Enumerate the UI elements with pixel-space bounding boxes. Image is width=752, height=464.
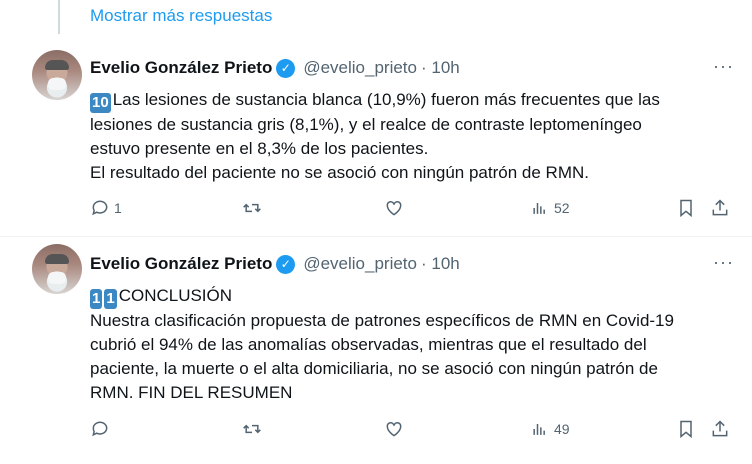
- keycap-emoji: 10: [90, 93, 111, 113]
- thread-line: [58, 0, 60, 34]
- heart-icon: [386, 200, 402, 216]
- tweet-line-text: RMN. FIN DEL RESUMEN: [90, 383, 293, 402]
- keycap-emoji: 1: [90, 289, 103, 309]
- more-options-icon[interactable]: ···: [713, 252, 734, 272]
- tweet-line-text: Las lesiones de sustancia blanca (10,9%)…: [112, 90, 660, 109]
- tweet-actions: 49: [90, 419, 740, 443]
- reply-button[interactable]: 1: [90, 198, 122, 218]
- tweet-line: cubrió el 94% de las anomalías observada…: [90, 333, 740, 357]
- views-chart-icon: [533, 203, 545, 214]
- views-button[interactable]: 52: [530, 198, 570, 218]
- tweet-actions: 1 52: [90, 198, 740, 222]
- keycap-emoji: 1: [104, 289, 117, 309]
- retweet-icon: [243, 424, 261, 434]
- tweet-line-text: cubrió el 94% de las anomalías observada…: [90, 335, 647, 354]
- more-options-icon[interactable]: ···: [713, 56, 734, 76]
- timestamp[interactable]: · 10h: [420, 254, 460, 273]
- tweet-line: 1 1 CONCLUSIÓN: [90, 284, 740, 309]
- views-button[interactable]: 49: [530, 419, 570, 439]
- views-chart-icon: [533, 424, 545, 435]
- bookmark-icon: [680, 420, 692, 439]
- reply-button[interactable]: [90, 419, 114, 439]
- like-button[interactable]: [384, 198, 404, 218]
- like-button[interactable]: [384, 419, 404, 439]
- tweet-line-text: paciente, la muerte o el alta domiciliar…: [90, 359, 658, 378]
- view-count: 49: [554, 421, 570, 437]
- share-icon: [712, 199, 728, 216]
- tweet-line-text: lesiones de sustancia gris (8,1%), y el …: [90, 115, 642, 134]
- retweet-button[interactable]: [242, 419, 262, 439]
- tweet-line: RMN. FIN DEL RESUMEN: [90, 381, 740, 405]
- avatar[interactable]: [32, 50, 82, 100]
- reply-icon: [92, 421, 108, 437]
- share-button[interactable]: [710, 198, 730, 218]
- tweet-header: Evelio González Prieto ✓ @evelio_prieto …: [90, 58, 460, 78]
- view-count: 52: [554, 200, 570, 216]
- author-handle[interactable]: @evelio_prieto: [303, 254, 417, 273]
- author-name[interactable]: Evelio González Prieto: [90, 254, 273, 273]
- verified-badge-icon: ✓: [276, 254, 296, 274]
- divider: [0, 236, 752, 237]
- tweet-line-text: CONCLUSIÓN: [118, 286, 233, 305]
- author-handle[interactable]: @evelio_prieto: [303, 58, 417, 77]
- show-more-replies-link[interactable]: Mostrar más respuestas: [90, 6, 273, 25]
- tweet-header: Evelio González Prieto ✓ @evelio_prieto …: [90, 254, 460, 274]
- retweet-icon: [243, 203, 261, 213]
- bookmark-button[interactable]: [676, 419, 696, 439]
- tweet-line: 10 Las lesiones de sustancia blanca (10,9…: [90, 88, 740, 113]
- tweet-text: 1 1 CONCLUSIÓN Nuestra clasificación propue…: [90, 284, 740, 405]
- tweet-line: lesiones de sustancia gris (8,1%), y el …: [90, 113, 740, 137]
- tweet-line: estuvo presente en el 8,3% de los pacien…: [90, 137, 740, 161]
- tweet-line: paciente, la muerte o el alta domiciliar…: [90, 357, 740, 381]
- tweet-line: El resultado del paciente no se asoció c…: [90, 161, 740, 185]
- tweet-line-text: estuvo presente en el 8,3% de los pacien…: [90, 139, 429, 158]
- heart-icon: [386, 421, 402, 437]
- tweet-text: 10 Las lesiones de sustancia blanca (10,9…: [90, 88, 740, 185]
- verified-badge-icon: ✓: [276, 58, 296, 78]
- reply-icon: [92, 200, 108, 216]
- avatar[interactable]: [32, 244, 82, 294]
- timestamp[interactable]: · 10h: [420, 58, 460, 77]
- tweet-line: Nuestra clasificación propuesta de patro…: [90, 309, 740, 333]
- tweet-line-text: El resultado del paciente no se asoció c…: [90, 163, 589, 182]
- retweet-button[interactable]: [242, 198, 262, 218]
- author-name[interactable]: Evelio González Prieto: [90, 58, 273, 77]
- bookmark-icon: [680, 199, 692, 218]
- share-button[interactable]: [710, 419, 730, 439]
- reply-count: 1: [114, 200, 122, 216]
- bookmark-button[interactable]: [676, 198, 696, 218]
- share-icon: [712, 420, 728, 437]
- tweet-line-text: Nuestra clasificación propuesta de patro…: [90, 311, 674, 330]
